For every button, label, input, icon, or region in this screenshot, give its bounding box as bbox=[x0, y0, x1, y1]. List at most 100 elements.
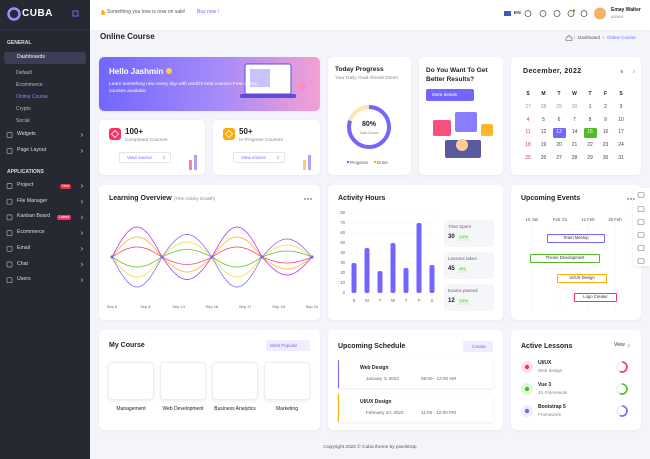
calendar-day[interactable]: 15 bbox=[587, 129, 593, 136]
calendar-day[interactable]: 22 bbox=[587, 142, 593, 149]
logo-text: CUBA bbox=[22, 8, 53, 19]
menu-item[interactable]: Users bbox=[17, 276, 31, 283]
filter-dropdown[interactable] bbox=[266, 340, 310, 351]
calendar-day[interactable]: 30 bbox=[571, 104, 578, 110]
more-details-button[interactable] bbox=[426, 89, 474, 101]
view-source-button[interactable] bbox=[119, 152, 171, 163]
timeline-date: 12 Feb bbox=[581, 217, 595, 222]
x-label: S bbox=[430, 298, 434, 303]
course-tile bbox=[212, 362, 258, 400]
breadcrumb[interactable]: Dashboard bbox=[578, 35, 601, 40]
language[interactable]: EN bbox=[514, 10, 521, 16]
menu-item[interactable]: Dashboards bbox=[17, 54, 45, 60]
weekday: F bbox=[603, 91, 608, 97]
learning-card bbox=[99, 185, 320, 320]
calendar-title: December, 2022 bbox=[523, 68, 582, 75]
activity-stat bbox=[444, 284, 494, 311]
calendar-day[interactable]: 23 bbox=[602, 142, 609, 149]
submenu-item[interactable]: Ecommerce bbox=[16, 82, 43, 88]
menu-item[interactable]: Kanban Board bbox=[17, 213, 51, 220]
calendar-day[interactable]: 12 bbox=[540, 129, 547, 136]
weekday: S bbox=[619, 91, 623, 97]
schedule-item bbox=[338, 394, 493, 422]
welcome-text: Learn something new every day with world… bbox=[109, 82, 257, 94]
announcement-link[interactable]: Buy now ! bbox=[197, 9, 219, 15]
stat-card bbox=[213, 120, 320, 175]
stat-label: Time Spent bbox=[448, 224, 471, 229]
calendar-day[interactable]: 9 bbox=[604, 116, 607, 123]
calendar-day[interactable]: 26 bbox=[540, 154, 547, 161]
calendar-day[interactable]: 31 bbox=[618, 154, 624, 161]
view-source-button[interactable] bbox=[233, 152, 285, 163]
create-button[interactable] bbox=[463, 341, 493, 352]
menu-item[interactable]: Email bbox=[17, 244, 30, 251]
calendar-day[interactable]: 24 bbox=[618, 142, 624, 149]
calendar-day[interactable]: 6 bbox=[557, 116, 561, 123]
course-tile bbox=[160, 362, 206, 400]
submenu-item[interactable]: Social bbox=[16, 118, 30, 124]
welcome-title: Hello Jashmin bbox=[109, 67, 164, 76]
card-title: Upcoming Events bbox=[521, 195, 581, 202]
menu-item[interactable]: Ecommerce bbox=[17, 229, 45, 236]
schedule-date: February 10, 2022 bbox=[366, 409, 404, 415]
x-label: Sep 14 bbox=[172, 304, 185, 309]
calendar-day[interactable]: 19 bbox=[540, 142, 547, 149]
calendar-day[interactable]: 28 bbox=[540, 104, 547, 110]
menu-item[interactable]: Widgets bbox=[17, 131, 36, 137]
submenu-item[interactable]: Crypto bbox=[16, 106, 31, 112]
calendar-day[interactable]: 29 bbox=[587, 154, 593, 161]
calendar-day[interactable]: 8 bbox=[588, 116, 592, 123]
calendar-day[interactable]: 4 bbox=[526, 116, 530, 123]
selected-day bbox=[552, 127, 566, 138]
calendar-day[interactable]: 25 bbox=[525, 154, 531, 161]
activity-stat bbox=[444, 252, 494, 279]
calendar-day[interactable]: 21 bbox=[571, 142, 578, 149]
menu-item[interactable]: Chat bbox=[17, 260, 28, 267]
weekday: T bbox=[557, 91, 561, 97]
card-title: My Course bbox=[109, 342, 145, 349]
lesson-title: Vue 3 bbox=[538, 382, 552, 388]
lesson-subtitle: Framework bbox=[538, 411, 561, 417]
menu-item[interactable]: File Manager bbox=[17, 197, 48, 204]
calendar-day[interactable]: 20 bbox=[556, 142, 562, 149]
weekday: S bbox=[526, 91, 530, 97]
menu-item[interactable]: Page Layout bbox=[17, 147, 47, 153]
calendar-day[interactable]: 16 bbox=[602, 129, 609, 136]
calendar-day[interactable]: 5 bbox=[542, 116, 545, 123]
legend-label: Progress bbox=[350, 159, 369, 165]
view-link[interactable]: View bbox=[614, 342, 625, 348]
y-tick-label: 10 bbox=[340, 279, 345, 285]
home-icon bbox=[565, 35, 573, 41]
menu-badge: New bbox=[60, 183, 72, 189]
submenu-item[interactable]: Default bbox=[16, 70, 32, 76]
calendar-day[interactable]: 10 bbox=[618, 116, 624, 123]
card-title: Upcoming Schedule bbox=[338, 343, 406, 350]
calendar-day[interactable]: 3 bbox=[619, 104, 623, 110]
calendar-day[interactable]: 13 bbox=[556, 129, 562, 136]
timeline-date: Feb '22 bbox=[552, 217, 568, 222]
y-tick-label: 30 bbox=[340, 259, 345, 265]
calendar-day[interactable]: 14 bbox=[571, 129, 578, 136]
calendar-day[interactable]: 11 bbox=[525, 129, 531, 136]
calendar-day[interactable]: 27 bbox=[556, 154, 562, 161]
calendar-day[interactable]: 18 bbox=[525, 142, 531, 149]
y-tick-label: 80 bbox=[340, 209, 345, 215]
calendar-day[interactable]: 2 bbox=[604, 104, 607, 110]
calendar-day[interactable]: 29 bbox=[556, 104, 562, 110]
calendar-day[interactable]: 17 bbox=[618, 129, 624, 136]
submenu-item[interactable]: Online Course bbox=[16, 94, 48, 100]
stat-value: 50+ bbox=[239, 127, 253, 136]
x-label: Sep 17 bbox=[238, 304, 252, 309]
menu-item[interactable]: Project bbox=[17, 182, 34, 188]
calendar-day[interactable]: 30 bbox=[602, 154, 609, 161]
calendar-card bbox=[511, 57, 641, 175]
calendar-day[interactable]: 28 bbox=[571, 154, 578, 161]
calendar-day[interactable]: 1 bbox=[588, 104, 592, 110]
stat-change: 8% bbox=[458, 266, 467, 273]
calendar-day[interactable]: 27 bbox=[525, 104, 531, 110]
stat-label: In Progress Courses bbox=[239, 138, 283, 143]
calendar-day[interactable]: 7 bbox=[573, 116, 576, 123]
y-tick-label: 70 bbox=[340, 219, 345, 225]
stat-value: 45 bbox=[448, 266, 455, 272]
